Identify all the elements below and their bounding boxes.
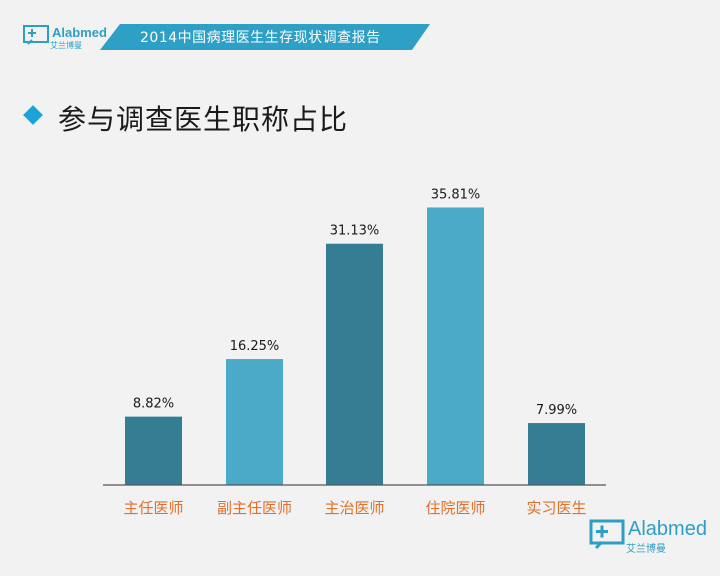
category-label-4: 住院医师 <box>425 499 485 517</box>
alabmed-footer-logo[interactable]: Alabmed 艾兰博曼 <box>588 518 710 555</box>
bar-5 <box>528 423 585 485</box>
bar-4 <box>427 207 484 485</box>
alabmed-logo[interactable]: Alabmed 艾兰博曼 <box>22 22 122 52</box>
bar-3 <box>326 243 383 485</box>
category-label-5: 实习医生 <box>526 499 586 517</box>
logo-text: Alabmed <box>52 25 107 40</box>
logo-mark-icon <box>589 519 625 550</box>
logo-mark-icon <box>23 25 49 45</box>
category-label-1: 主任医师 <box>123 499 183 517</box>
bar-2 <box>226 359 283 485</box>
category-label-2: 副主任医师 <box>217 499 292 517</box>
data-label-5: 7.99% <box>536 403 577 418</box>
data-label-4: 35.81% <box>431 187 481 202</box>
header-banner <box>100 24 430 50</box>
report-title: 2014中国病理医生生存现状调查报告 <box>140 30 381 46</box>
section-title: 参与调查医生职称占比 <box>58 103 349 136</box>
footer-logo-subtext: 艾兰博曼 <box>626 544 666 555</box>
footer-logo-text: Alabmed <box>628 518 707 540</box>
data-label-3: 31.13% <box>330 224 380 239</box>
data-label-1: 8.82% <box>133 397 174 412</box>
header-bar: Alabmed 艾兰博曼 2014中国病理医生生存现状调查报告 <box>0 0 720 52</box>
category-label-3: 主治医师 <box>324 499 384 517</box>
data-label-2: 16.25% <box>230 339 280 354</box>
logo-subtext: 艾兰博曼 <box>50 41 82 50</box>
bar-1 <box>125 416 182 485</box>
